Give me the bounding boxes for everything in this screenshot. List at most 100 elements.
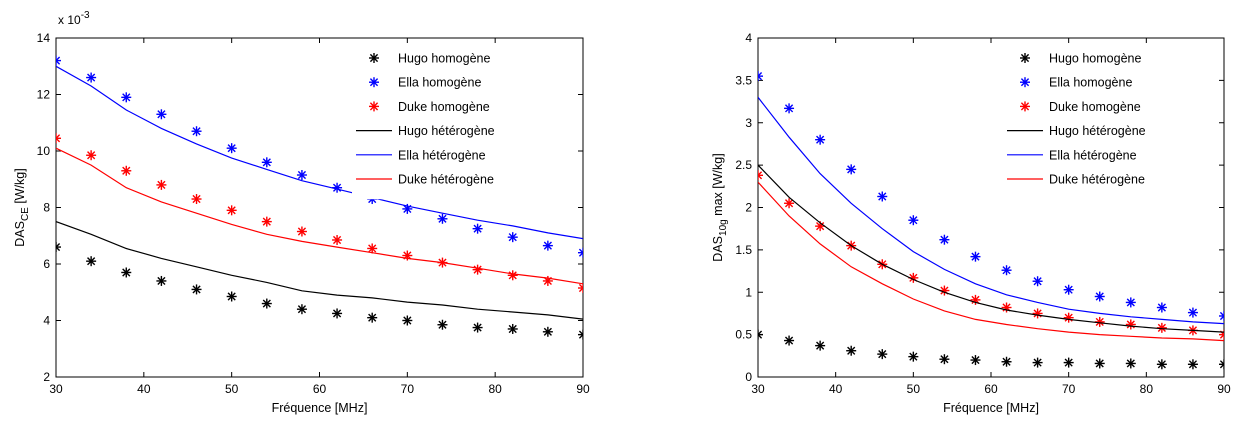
legend-label: Ella hétérogène [398, 148, 486, 162]
series-hugo-homog-ne-point [1094, 358, 1105, 369]
series-duke-h-t-rog-ne-line [758, 181, 1224, 342]
legend-item-ella-h-t-rog-ne: Ella hétérogène [1007, 148, 1137, 162]
series-ella-homog-ne-point [877, 191, 888, 202]
y-tick-label: 2.5 [735, 158, 752, 172]
series-duke-homog-ne-point [226, 205, 237, 216]
series-ella-homog-ne-point [261, 157, 272, 168]
legend: Hugo homogène Ella homogène Duke homogène H… [1003, 46, 1215, 200]
legend-item-hugo-h-t-rog-ne: Hugo hétérogène [356, 124, 495, 138]
legend: Hugo homogène Ella homogène Duke homogène H… [352, 46, 572, 200]
series-ella-h-t-rog-ne-line [758, 96, 1224, 325]
series-hugo-homog-ne-point [261, 298, 272, 309]
series-ella-homog-ne-point [908, 215, 919, 226]
series-duke-homog-ne-point [367, 243, 378, 254]
legend-label: Duke hétérogène [398, 173, 494, 187]
series-hugo-homog-ne-point [296, 304, 307, 315]
series-ella-homog-ne-point [56, 55, 61, 66]
x-tick-label: 30 [751, 382, 765, 396]
legend-marker-swatch [1020, 101, 1030, 112]
series-duke-homog-ne-point [758, 170, 763, 181]
legend-marker-swatch [369, 77, 379, 88]
series-ella-homog-ne-point [815, 134, 826, 145]
series-ella-homog-ne-point [1156, 302, 1167, 313]
legend-label: Ella homogène [398, 76, 481, 90]
y-label-subscript: 10g [718, 219, 729, 236]
y-axis-label: DAS10g max [W/kg] [711, 153, 729, 261]
y-label-unit: max [W/kg] [711, 153, 725, 219]
x-tick-label: 80 [488, 382, 502, 396]
series-ella-homog-ne-point [296, 170, 307, 181]
legend-box [1003, 46, 1215, 200]
legend-item-ella-h-t-rog-ne: Ella hétérogène [356, 148, 486, 162]
x-axis-label: Fréquence [MHz] [943, 401, 1039, 415]
legend-item-hugo-homog-ne: Hugo homogène [369, 52, 490, 66]
series-hugo-homog-ne-point [815, 340, 826, 351]
y-label-subscript: CE [20, 207, 31, 221]
series-ella-homog-ne-point [1187, 307, 1198, 318]
y-tick-label: 0 [745, 370, 752, 384]
legend-label: Ella homogène [1049, 76, 1132, 90]
series-hugo-homog-ne-point [472, 322, 483, 333]
series-duke-homog-ne-point [332, 234, 343, 245]
exponent-power: -3 [81, 10, 90, 21]
legend-label: Ella hétérogène [1049, 148, 1137, 162]
series-duke-homog-ne-point [1032, 308, 1043, 319]
y-tick-label: 4 [43, 314, 50, 328]
series-hugo-homog-ne-point [970, 355, 981, 366]
series-hugo-h-t-rog-ne-line [758, 164, 1224, 333]
legend-label: Duke homogène [398, 100, 490, 114]
series-ella-homog-ne-point [1032, 276, 1043, 287]
series-hugo-homog-ne-point [578, 329, 583, 340]
series-duke-homog-ne-point [86, 150, 97, 161]
series-ella-homog-ne-point [226, 143, 237, 154]
x-tick-label: 40 [829, 382, 843, 396]
x-axis-label: Fréquence [MHz] [272, 401, 368, 415]
series-hugo-homog-ne-point [908, 351, 919, 362]
exponent-base: x 10 [58, 13, 81, 27]
series-group [56, 55, 583, 340]
series-duke-homog-ne-point [156, 179, 167, 190]
y-tick-label: 8 [43, 201, 50, 215]
y-tick-label: 4 [745, 31, 752, 45]
series-ella-homog-ne-point [437, 213, 448, 224]
series-hugo-homog-ne-point [226, 291, 237, 302]
series-ella-homog-ne-point [1094, 291, 1105, 302]
y-tick-label: 1.5 [735, 243, 752, 257]
series-hugo-homog-ne-point [1187, 359, 1198, 370]
series-hugo-homog-ne-point [542, 326, 553, 337]
x-tick-label: 30 [49, 382, 63, 396]
series-duke-h-t-rog-ne-line [56, 147, 583, 285]
series-group [758, 71, 1224, 370]
series-hugo-homog-ne-point [156, 275, 167, 286]
legend-item-duke-homog-ne: Duke homogène [1020, 100, 1141, 114]
series-duke-homog-ne-point [815, 221, 826, 232]
series-ella-h-t-rog-ne-line [56, 65, 583, 240]
series-ella-homog-ne-point [507, 232, 518, 243]
y-tick-label: 3.5 [735, 73, 752, 87]
series-hugo-homog-ne-point [758, 329, 763, 340]
y-tick-label: 2 [745, 201, 752, 215]
x-tick-label: 60 [313, 382, 327, 396]
series-hugo-homog-ne-point [1125, 358, 1136, 369]
series-hugo-homog-ne-point [507, 323, 518, 334]
series-hugo-homog-ne-point [56, 242, 61, 253]
series-duke-homog-ne-point [784, 198, 795, 209]
series-hugo-homog-ne-point [121, 267, 132, 278]
series-ella-homog-ne-point [1063, 284, 1074, 295]
series-hugo-homog-ne-point [1001, 356, 1012, 367]
y-tick-label: 0.5 [735, 328, 752, 342]
chart-left-container: 30 40 50 60 70 80 90 2 4 6 8 10 12 14 x 10-3 Fréquence … [0, 0, 620, 426]
series-ella-homog-ne-point [578, 247, 583, 258]
x-tick-label: 70 [401, 382, 415, 396]
legend-item-duke-h-t-rog-ne: Duke hétérogène [356, 173, 494, 187]
series-ella-homog-ne-point [784, 103, 795, 114]
legend-label: Hugo homogène [398, 52, 490, 66]
series-duke-homog-ne-point [908, 272, 919, 283]
legend-item-hugo-h-t-rog-ne: Hugo hétérogène [1007, 124, 1146, 138]
x-tick-label: 40 [137, 382, 151, 396]
x-tick-label: 90 [1217, 382, 1231, 396]
series-hugo-homog-ne-point [939, 354, 950, 365]
series-duke-homog-ne-point [56, 133, 61, 144]
series-duke-homog-ne-point [1219, 329, 1224, 340]
series-hugo-homog-ne-point [1156, 359, 1167, 370]
